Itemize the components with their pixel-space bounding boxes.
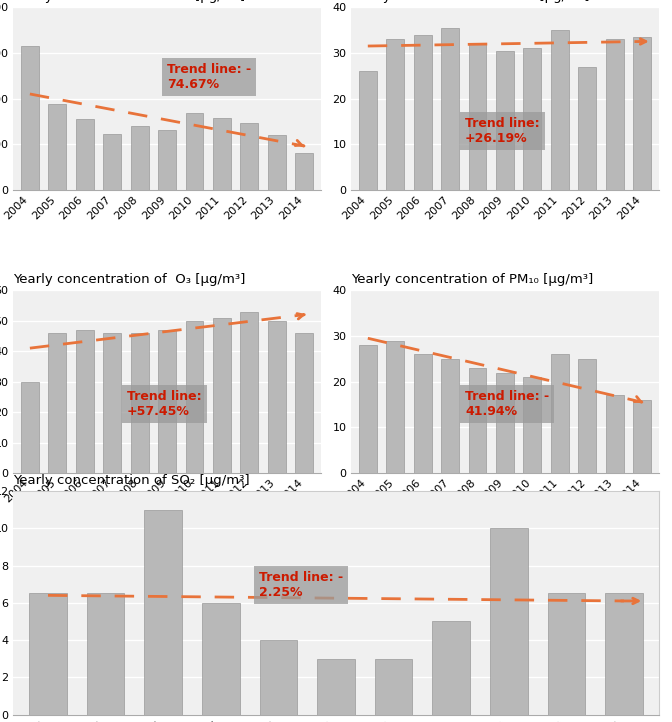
Bar (295, 333, 313, 473)
Text: Trend line:
+57.45%: Trend line: +57.45% (127, 390, 202, 417)
Bar (605, 39, 624, 190)
Bar (605, 593, 642, 715)
Bar (523, 377, 542, 473)
Bar (442, 27, 459, 190)
Bar (433, 622, 470, 715)
Bar (496, 51, 514, 190)
Bar (496, 373, 514, 473)
Bar (579, 66, 596, 190)
Bar (158, 129, 176, 190)
Bar (185, 321, 204, 473)
Text: Yearly concentration of  O₃ [μg/m³]: Yearly concentration of O₃ [μg/m³] (13, 274, 246, 287)
Bar (130, 126, 149, 190)
Text: Yearly concentration of SO₂ [μg/m³]: Yearly concentration of SO₂ [μg/m³] (13, 474, 250, 487)
Bar (605, 396, 624, 473)
Bar (359, 345, 377, 473)
Bar (268, 321, 286, 473)
Bar (579, 359, 596, 473)
Bar (375, 658, 413, 715)
Bar (76, 330, 93, 473)
Text: Yearly concentration of NOₓ [μg/m³]: Yearly concentration of NOₓ [μg/m³] (351, 0, 590, 4)
Bar (21, 46, 39, 190)
Bar (490, 529, 528, 715)
Bar (76, 119, 93, 190)
Bar (103, 333, 121, 473)
Bar (295, 153, 313, 190)
Bar (523, 48, 542, 190)
Bar (259, 640, 297, 715)
Bar (48, 104, 67, 190)
Bar (130, 333, 149, 473)
Bar (185, 113, 204, 190)
Bar (241, 312, 258, 473)
Bar (386, 341, 404, 473)
Text: Trend line: -
74.67%: Trend line: - 74.67% (167, 63, 251, 91)
Bar (268, 135, 286, 190)
Bar (317, 658, 355, 715)
Bar (103, 134, 121, 190)
Text: Trend line: -
41.94%: Trend line: - 41.94% (465, 390, 549, 417)
Bar (48, 333, 67, 473)
Bar (359, 71, 377, 190)
Text: Trend line: -
2.25%: Trend line: - 2.25% (259, 571, 343, 599)
Bar (633, 400, 651, 473)
Text: Yearly concentration of CO [μg/m³]: Yearly concentration of CO [μg/m³] (13, 0, 245, 4)
Bar (468, 368, 487, 473)
Bar (548, 593, 585, 715)
Bar (158, 330, 176, 473)
Bar (213, 318, 230, 473)
Text: Yearly concentration of PM₁₀ [μg/m³]: Yearly concentration of PM₁₀ [μg/m³] (351, 274, 593, 287)
Bar (21, 382, 39, 473)
Text: Trend line:
+26.19%: Trend line: +26.19% (465, 118, 540, 145)
Bar (213, 118, 230, 190)
Bar (144, 510, 182, 715)
Bar (551, 355, 569, 473)
Bar (30, 593, 67, 715)
Bar (202, 603, 239, 715)
Bar (87, 593, 124, 715)
Bar (241, 123, 258, 190)
Bar (414, 355, 431, 473)
Bar (414, 35, 431, 190)
Bar (468, 44, 487, 190)
Bar (442, 359, 459, 473)
Bar (386, 39, 404, 190)
Bar (551, 30, 569, 190)
Bar (633, 37, 651, 190)
